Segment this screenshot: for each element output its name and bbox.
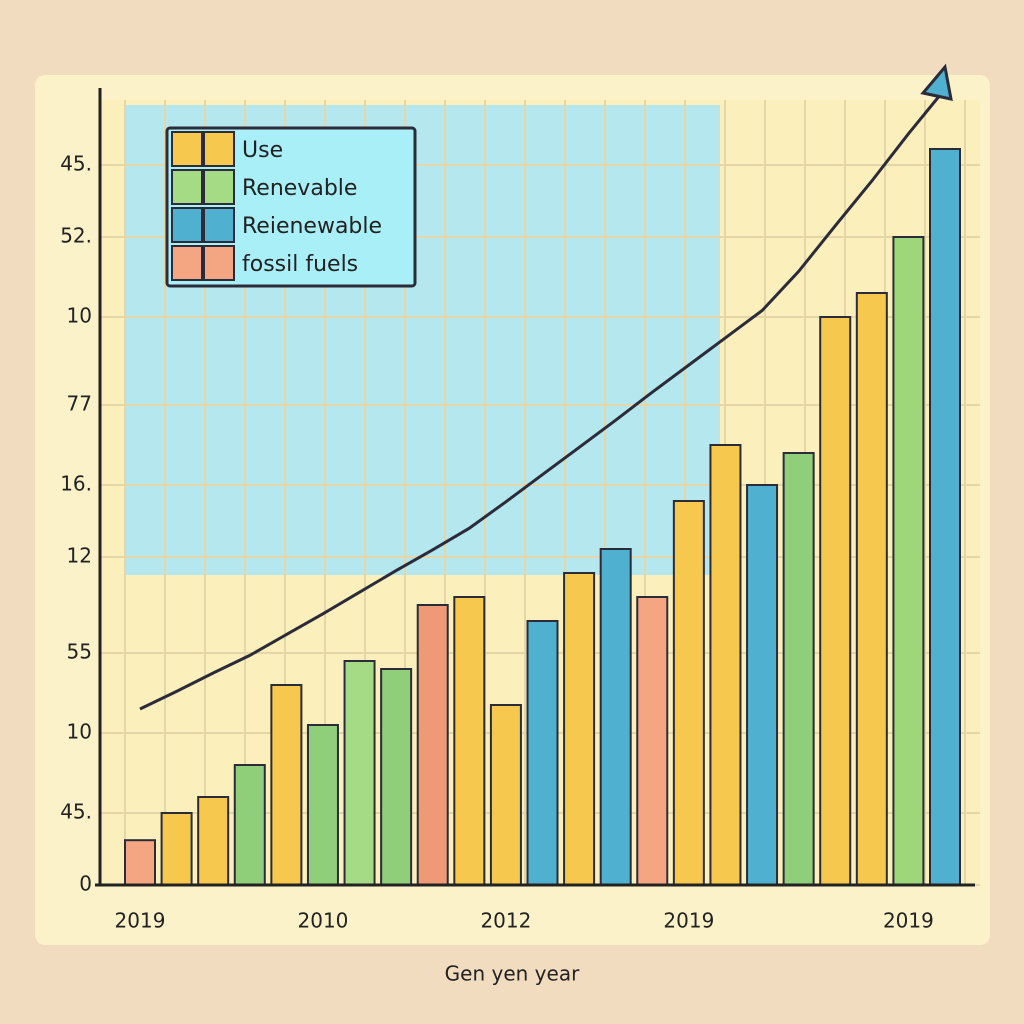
y-tick-label: 10 (67, 720, 92, 744)
legend-swatch (171, 131, 203, 167)
bar (636, 596, 669, 886)
bar (160, 812, 193, 886)
trend (139, 63, 953, 711)
x-tick-label: 2012 (480, 909, 531, 933)
y-tick-label: 12 (67, 544, 92, 568)
bar (416, 604, 449, 886)
ticks: 0 45. 10 55 12 16. 77 10 52. 45. 2019 2010 2012 2019 2… (60, 152, 934, 933)
bar (197, 796, 230, 886)
legend-swatch (171, 245, 203, 281)
bar (453, 596, 486, 886)
bar (380, 668, 413, 886)
legend-label: Use (242, 138, 283, 163)
bar (233, 764, 266, 886)
legend-label: Renevable (242, 176, 357, 201)
bar (929, 148, 961, 886)
legend-swatch (203, 245, 235, 281)
bar (746, 484, 779, 886)
bar (270, 684, 303, 886)
bar (599, 548, 632, 886)
trend-arrow (920, 63, 953, 101)
bar (672, 500, 705, 886)
x-tick-label: 2019 (663, 909, 714, 933)
bar (489, 704, 522, 886)
bars (124, 148, 961, 887)
bar (892, 236, 925, 886)
legend-swatch (203, 169, 235, 205)
trend-line (139, 88, 947, 711)
x-tick-label: 2019 (115, 909, 166, 933)
y-tick-label: 45. (60, 800, 92, 824)
legend-swatch (171, 207, 203, 243)
y-tick-label: 45. (60, 152, 92, 176)
bar (306, 724, 339, 886)
legend: Use Renevable Reienewable fossil fuels (165, 126, 417, 288)
y-tick-label: 52. (60, 224, 92, 248)
bar (855, 292, 888, 886)
bar (819, 316, 852, 886)
x-tick-label: 2019 (883, 909, 934, 933)
y-tick-label: 55 (67, 640, 92, 664)
bar (526, 620, 559, 886)
y-tick-label: 10 (67, 304, 92, 328)
x-tick-label: 2010 (298, 909, 349, 933)
y-tick-label: 16. (60, 472, 92, 496)
y-tick-label: 77 (67, 392, 92, 416)
bar (563, 572, 596, 886)
x-axis-label: Gen yen year (445, 962, 580, 986)
bar (124, 839, 156, 887)
legend-label: fossil fuels (242, 252, 358, 277)
bar (343, 660, 376, 886)
y-tick-label: 0 (79, 872, 92, 896)
bar (782, 452, 815, 886)
legend-swatch (171, 169, 203, 205)
legend-swatch (203, 207, 235, 243)
legend-label: Reienewable (242, 214, 382, 239)
legend-swatch (203, 131, 235, 167)
bar (709, 444, 742, 886)
